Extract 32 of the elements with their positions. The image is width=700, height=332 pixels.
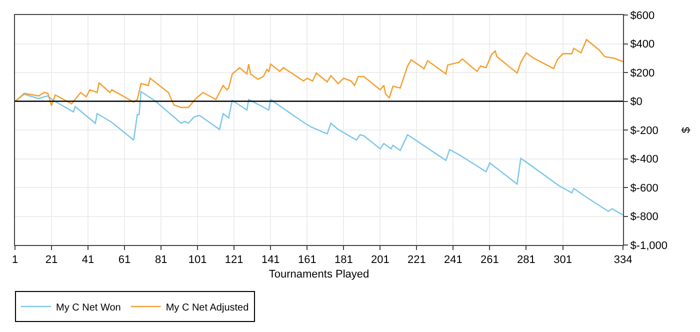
x-tick-label: 334 bbox=[614, 254, 632, 266]
x-tick-label: 101 bbox=[188, 254, 207, 266]
y-tick-label: $600 bbox=[630, 10, 655, 22]
y-tick-label: $-800 bbox=[630, 211, 658, 224]
legend-label: My C Net Won bbox=[56, 302, 121, 314]
y-tick-label: $400 bbox=[630, 38, 655, 51]
x-tick-label: 221 bbox=[408, 254, 426, 266]
x-tick-label: 241 bbox=[444, 254, 462, 266]
x-tick-label: 21 bbox=[45, 254, 58, 266]
x-tick-label: 81 bbox=[154, 254, 168, 266]
x-axis-title: Tournaments Played bbox=[268, 268, 370, 280]
legend-label: My C Net Adjusted bbox=[166, 302, 249, 314]
x-tick-label: 201 bbox=[370, 254, 390, 266]
x-tick-label: 141 bbox=[261, 254, 280, 266]
x-tick-label: 181 bbox=[334, 254, 353, 266]
y-tick-label: $-200 bbox=[630, 124, 658, 137]
line-series bbox=[15, 90, 623, 216]
y-tick-label: $-1,000 bbox=[630, 240, 668, 252]
y-tick-label: $-600 bbox=[630, 182, 658, 194]
y-axis-title: $ bbox=[680, 126, 693, 134]
x-tick-label: 261 bbox=[480, 254, 499, 266]
x-tick-label: 1 bbox=[12, 254, 18, 266]
y-tick-label: $-400 bbox=[630, 154, 658, 166]
x-tick-label: 121 bbox=[224, 254, 244, 266]
line-series bbox=[15, 38, 623, 108]
y-tick-label: $0 bbox=[630, 96, 642, 108]
x-tick-label: 161 bbox=[298, 254, 316, 266]
x-tick-label: 41 bbox=[82, 254, 94, 266]
y-tick-label: $200 bbox=[630, 67, 655, 80]
x-tick-label: 301 bbox=[554, 254, 572, 266]
x-tick-label: 61 bbox=[118, 254, 131, 266]
x-tick-label: 281 bbox=[517, 254, 536, 266]
